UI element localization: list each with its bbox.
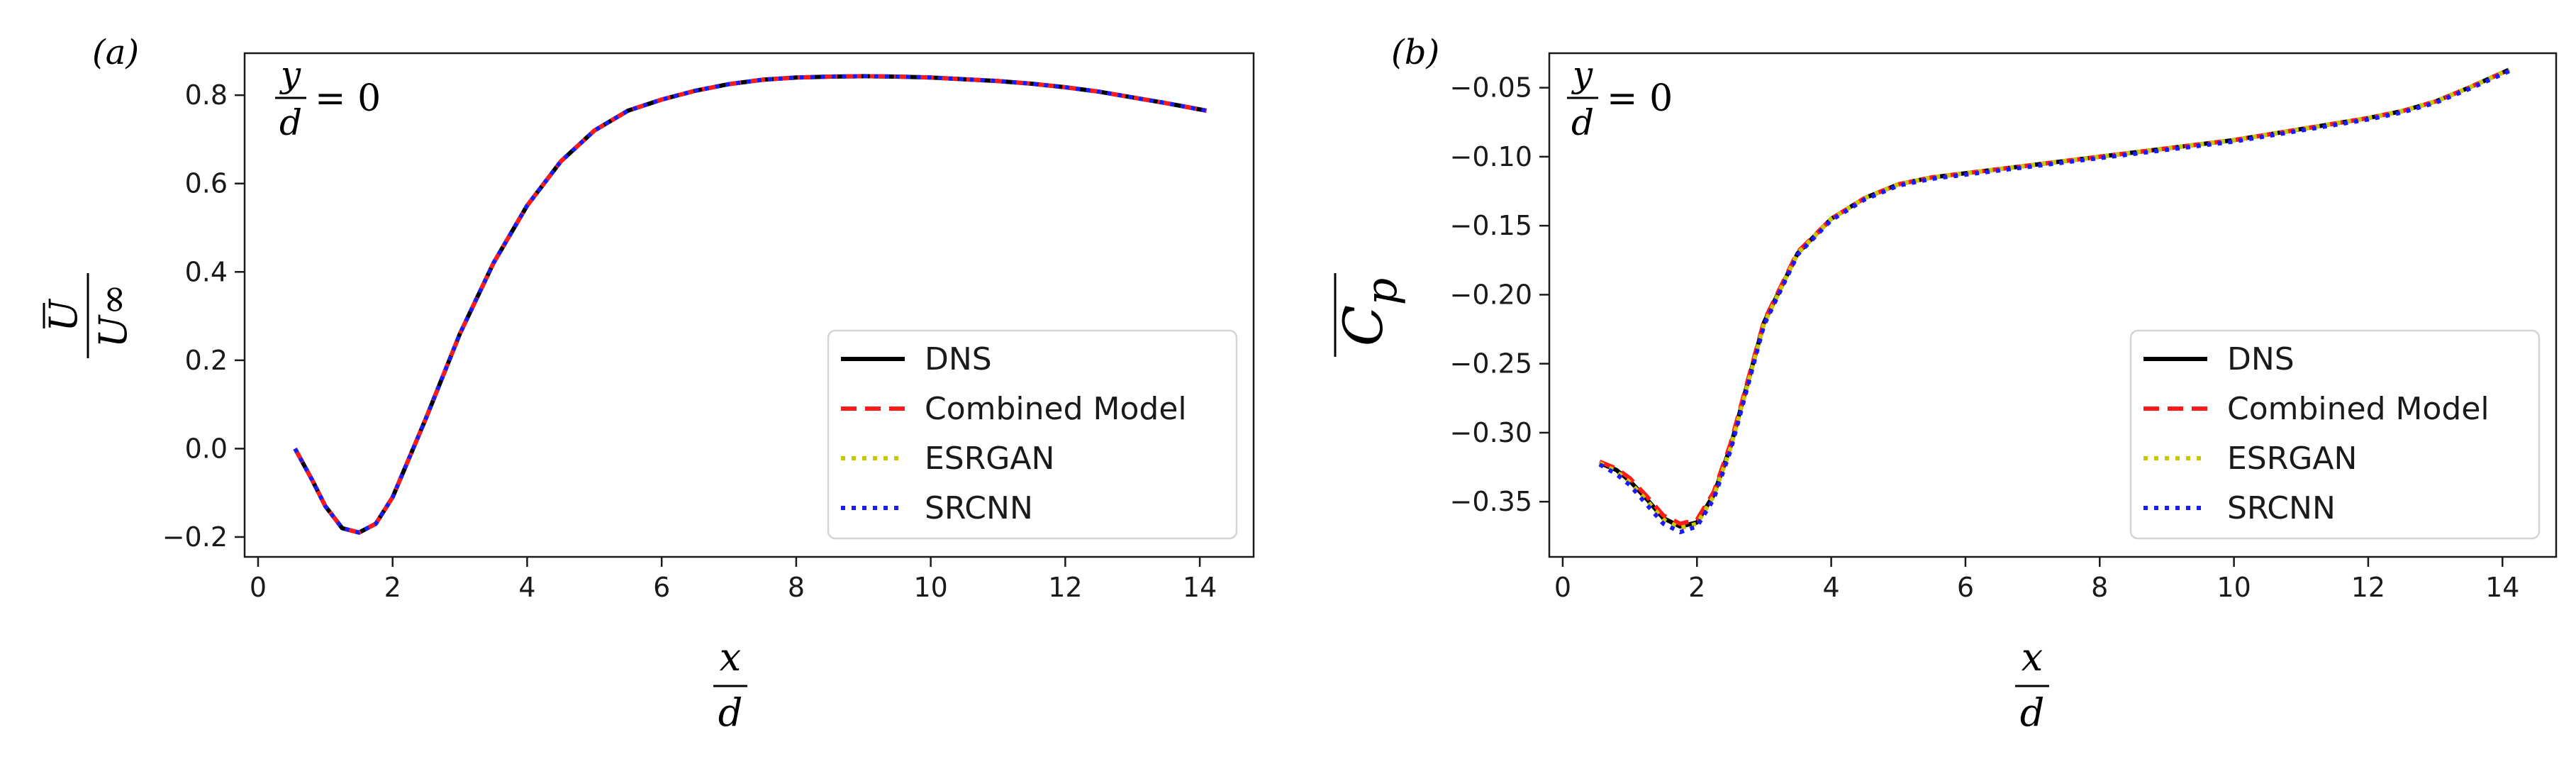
panel-a-xtick-label: 10 — [913, 572, 947, 603]
panel-b-xtick-label: 8 — [2091, 572, 2108, 603]
panel-b-legend-label: Combined Model — [2227, 391, 2489, 427]
panel-a: 0 2 4 6 8 10 12 14−0.20.00.20.40.60.8(a)yd= 0xd… — [41, 33, 1255, 735]
panel-a-xtick-label: 4 — [518, 572, 535, 603]
panel-b-ytick-label: −0.20 — [1450, 279, 1532, 310]
panel-a-annotation-numerator: y — [279, 54, 301, 95]
panel-a-annotation-denominator: d — [279, 102, 302, 143]
panel-b-ylabel-subscript: p — [1357, 278, 1407, 305]
panel-a-xtick-label: 6 — [653, 572, 670, 603]
panel-a-xlabel-numerator: x — [720, 635, 741, 680]
panel-b-legend: DNS Combined Model ESRGAN SRCNN — [2129, 329, 2541, 540]
panel-a-legend-label: ESRGAN — [925, 441, 1054, 477]
panel-a-ytick-label: 0.0 — [185, 433, 228, 464]
panel-a-annotation-value: = 0 — [315, 77, 381, 120]
panel-b-xtick-label: 2 — [1688, 572, 1705, 603]
panel-a-xlabel-denominator: d — [718, 690, 743, 735]
panel-b-ylabel-text: C — [1332, 305, 1395, 346]
panel-b-xtick-label: 12 — [2351, 572, 2385, 603]
panel-a-ytick-label: −0.2 — [162, 521, 228, 553]
panel-a-series-group — [293, 74, 1208, 535]
panel-b-ytick-label: −0.30 — [1450, 417, 1532, 448]
panel-b-legend-label: ESRGAN — [2227, 441, 2357, 477]
panel-b-ytick-label: −0.10 — [1450, 141, 1532, 172]
panel-a-ytick-label: 0.4 — [185, 256, 228, 287]
panel-b: 0 2 4 6 8 10 12 14 −0.35 −0.30 −0.25 −0.20 −0.15 −0.1… — [1332, 33, 2558, 735]
panel-a-xtick-label: 14 — [1183, 572, 1217, 603]
panel-b-ytick-label: −0.25 — [1450, 348, 1532, 380]
panel-a-axes-frame — [243, 52, 1255, 558]
panel-b-ylabel: Cp — [1332, 273, 1407, 357]
panel-a-ytick-label: 0.6 — [185, 168, 228, 199]
panel-b-series-group — [1598, 67, 2510, 534]
panel-a-label: (a) — [92, 33, 139, 72]
panel-b-series-srcnn — [1598, 69, 2510, 534]
panel-b-annotation-value: = 0 — [1607, 77, 1673, 120]
panel-a-xtick-label: 0 — [250, 572, 267, 603]
panel-b-ytick-label: −0.35 — [1450, 486, 1532, 517]
panel-b-xtick-label: 4 — [1823, 572, 1840, 603]
panel-b-label: (b) — [1391, 33, 1439, 72]
panel-b-ytick-label: −0.05 — [1450, 72, 1532, 104]
panel-a-xtick-label: 8 — [788, 572, 805, 603]
panel-a-ylabel-numerator: U — [41, 299, 86, 332]
panel-a-xtick-label: 12 — [1048, 572, 1082, 603]
panel-b-xlabel-numerator: x — [2022, 635, 2043, 680]
panel-a-xtick-label: 2 — [384, 572, 401, 603]
panel-a-ylabel-denominator: U∞ — [91, 284, 135, 348]
panel-a-ytick-label: 0.2 — [185, 345, 228, 376]
panel-b-ytick-label: −0.15 — [1450, 210, 1532, 241]
panel-b-legend-frame — [2129, 329, 2541, 540]
panel-b-xtick-label: 14 — [2485, 572, 2519, 603]
panel-b-xtick-label: 10 — [2217, 572, 2251, 603]
panel-a-ytick-label: 0.8 — [185, 79, 228, 111]
panel-a-legend: DNS Combined Model ESRGAN SRCNN — [827, 329, 1238, 540]
panel-a-series-srcnn — [293, 74, 1208, 535]
panel-b-xtick-label: 0 — [1554, 572, 1571, 603]
panel-a-legend-label: Combined Model — [925, 391, 1187, 427]
panel-b-legend-label: SRCNN — [2227, 490, 2336, 526]
panel-a-legend-frame — [827, 329, 1238, 540]
panel-a-legend-label: SRCNN — [925, 490, 1033, 526]
panel-b-xtick-label: 6 — [1957, 572, 1974, 603]
panel-b-xlabel-denominator: d — [2020, 690, 2045, 735]
panel-b-axes-frame — [1548, 52, 2558, 558]
panel-b-annotation-numerator: y — [1571, 54, 1593, 95]
panel-a-ylabel: U U∞ — [41, 273, 135, 358]
panel-b-legend-label: DNS — [2227, 341, 2295, 377]
panel-b-annotation-denominator: d — [1571, 102, 1594, 143]
panel-a-legend-label: DNS — [925, 341, 992, 377]
